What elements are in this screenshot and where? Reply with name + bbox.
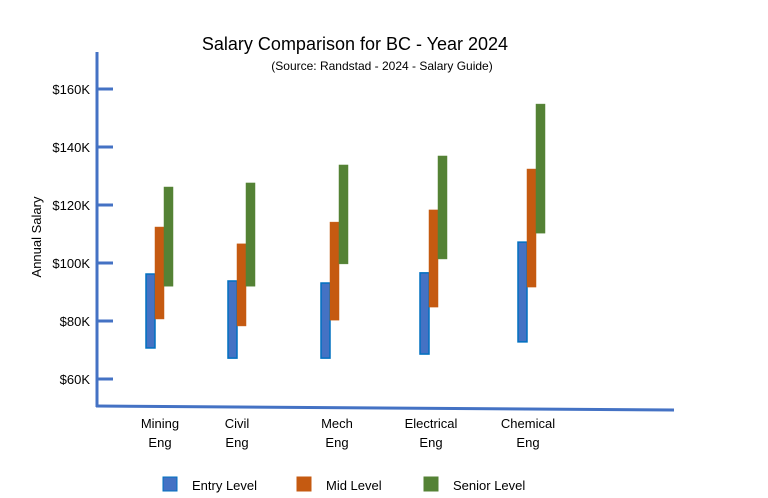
y-tick-label: $120K xyxy=(52,198,90,213)
x-axis-line xyxy=(95,404,675,412)
range-bar-senior-level xyxy=(437,155,448,260)
legend-swatch xyxy=(296,476,312,492)
x-category-label: Eng xyxy=(516,435,539,450)
x-category-label: Eng xyxy=(225,435,248,450)
y-tick-label: $60K xyxy=(60,372,91,387)
x-category-label: Eng xyxy=(419,435,442,450)
range-bar-mid-level xyxy=(428,209,439,308)
range-bar-mid-level xyxy=(526,168,537,288)
legend-label: Mid Level xyxy=(326,478,382,493)
range-bar-senior-level xyxy=(535,103,546,234)
legend-swatch xyxy=(162,476,178,492)
y-tick-label: $140K xyxy=(52,140,90,155)
y-axis-label: Annual Salary xyxy=(29,196,44,277)
chart-subtitle: (Source: Randstad - 2024 - Salary Guide) xyxy=(271,59,492,73)
y-tick-label: $80K xyxy=(60,314,91,329)
legend-swatch xyxy=(423,476,439,492)
range-bar-entry-level xyxy=(517,241,528,343)
legend-label: Senior Level xyxy=(453,478,525,493)
x-category-label: Mining xyxy=(141,416,179,431)
y-tick-label: $160K xyxy=(52,82,90,97)
range-bar-entry-level xyxy=(320,282,331,359)
range-bar-mid-level xyxy=(154,226,165,320)
range-bar-mid-level xyxy=(329,221,340,321)
range-bar-mid-level xyxy=(236,243,247,327)
range-bar-senior-level xyxy=(245,182,256,287)
range-bar-entry-level xyxy=(419,272,430,355)
range-bar-senior-level xyxy=(163,186,174,287)
x-category-label: Electrical xyxy=(405,416,458,431)
x-category-label: Eng xyxy=(325,435,348,450)
y-tick-label: $100K xyxy=(52,256,90,271)
range-bar-entry-level xyxy=(145,273,156,349)
x-category-label: Civil xyxy=(225,416,250,431)
x-category-label: Mech xyxy=(321,416,353,431)
x-category-label: Eng xyxy=(148,435,171,450)
x-category-label: Chemical xyxy=(501,416,555,431)
chart-title: Salary Comparison for BC - Year 2024 xyxy=(202,34,508,54)
range-bar-entry-level xyxy=(227,280,238,359)
range-bar-senior-level xyxy=(338,164,349,265)
legend-label: Entry Level xyxy=(192,478,257,493)
